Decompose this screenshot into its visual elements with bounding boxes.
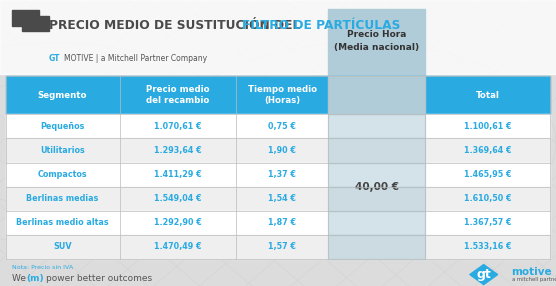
Text: 1.369,64 €: 1.369,64 € (464, 146, 512, 155)
Bar (6, 162, 550, 187)
Text: Pequeños: Pequeños (41, 122, 85, 131)
Text: 1.470,49 €: 1.470,49 € (154, 242, 202, 251)
Bar (328, 138, 425, 162)
Bar (328, 114, 425, 138)
Bar (6, 114, 550, 138)
Bar (22, 16, 49, 31)
Bar (328, 76, 425, 114)
Bar (6, 138, 550, 162)
Text: Utilitarios: Utilitarios (40, 146, 85, 155)
Text: Total: Total (476, 91, 500, 100)
Bar (6, 211, 550, 235)
Text: (m): (m) (27, 274, 44, 283)
Text: Precio Hora
(Media nacional): Precio Hora (Media nacional) (334, 30, 419, 51)
Text: 1.293,64 €: 1.293,64 € (154, 146, 202, 155)
Text: 1.610,50 €: 1.610,50 € (464, 194, 512, 203)
Text: FILTRO DE PARTÍCULAS: FILTRO DE PARTÍCULAS (242, 19, 401, 32)
Bar (328, 9, 425, 114)
Bar (328, 211, 425, 235)
Text: 1.292,90 €: 1.292,90 € (154, 218, 202, 227)
Text: 1,87 €: 1,87 € (268, 218, 296, 227)
Text: 1.533,16 €: 1.533,16 € (464, 242, 512, 251)
Text: Tiempo medio
(Horas): Tiempo medio (Horas) (247, 85, 317, 105)
Bar (12, 10, 39, 26)
Bar (328, 235, 425, 259)
Text: Segmento: Segmento (38, 91, 87, 100)
Text: 1,90 €: 1,90 € (268, 146, 296, 155)
Text: 0,75 €: 0,75 € (268, 122, 296, 131)
Text: motive: motive (512, 267, 552, 277)
Text: We: We (12, 274, 29, 283)
Text: 1.070,61 €: 1.070,61 € (154, 122, 202, 131)
Text: a mitchell partner company: a mitchell partner company (512, 277, 556, 282)
Bar (328, 187, 425, 211)
Bar (328, 162, 425, 187)
Text: gt: gt (476, 268, 491, 281)
Text: 1,57 €: 1,57 € (268, 242, 296, 251)
Bar (0, 0, 556, 74)
Text: Nota: Precio sin IVA: Nota: Precio sin IVA (12, 265, 73, 270)
Text: 1.411,29 €: 1.411,29 € (154, 170, 202, 179)
Text: Precio medio
del recambio: Precio medio del recambio (146, 85, 210, 105)
Text: GT: GT (49, 54, 61, 63)
Text: 40,00 €: 40,00 € (355, 182, 399, 192)
Text: 1.100,61 €: 1.100,61 € (464, 122, 512, 131)
Bar (6, 235, 550, 259)
Text: PRECIO MEDIO DE SUSTITUCIÓN DEL: PRECIO MEDIO DE SUSTITUCIÓN DEL (49, 19, 305, 32)
Text: 1,37 €: 1,37 € (268, 170, 296, 179)
Text: Compactos: Compactos (38, 170, 87, 179)
Bar (6, 187, 550, 211)
Text: power better outcomes: power better outcomes (46, 274, 152, 283)
Text: 1.367,57 €: 1.367,57 € (464, 218, 512, 227)
Text: MOTIVE | a Mitchell Partner Company: MOTIVE | a Mitchell Partner Company (64, 54, 207, 63)
Polygon shape (470, 265, 498, 285)
Text: 1,54 €: 1,54 € (268, 194, 296, 203)
Text: 1.465,95 €: 1.465,95 € (464, 170, 512, 179)
Text: Berlinas medio altas: Berlinas medio altas (16, 218, 109, 227)
Text: SUV: SUV (53, 242, 72, 251)
Bar (6, 76, 550, 114)
Text: 1.549,04 €: 1.549,04 € (154, 194, 202, 203)
Text: Berlinas medias: Berlinas medias (26, 194, 99, 203)
